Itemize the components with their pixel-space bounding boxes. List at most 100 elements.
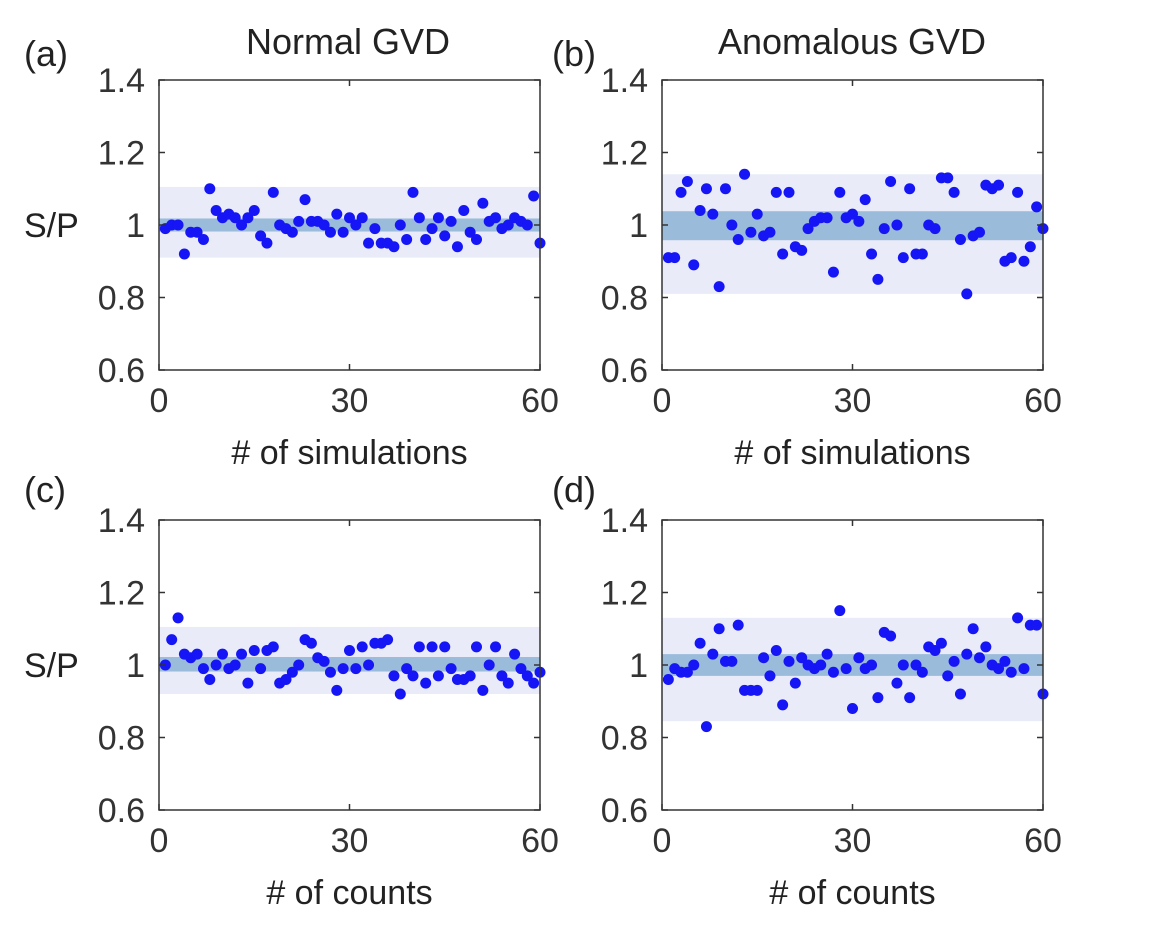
data-point [707,208,719,220]
data-point [847,208,858,220]
data-point [439,641,451,653]
data-point [789,677,801,689]
data-point [363,237,375,249]
data-point [369,223,381,235]
y-tick-label: 0.8 [601,720,648,758]
data-point [796,652,808,664]
y-tick-label: 0.6 [601,352,648,390]
data-point [669,252,681,264]
data-point [878,223,890,235]
data-point [777,699,789,711]
points-c [159,612,546,700]
data-point [229,659,241,671]
data-point [961,648,973,660]
data-point [445,663,457,675]
x-tick-label: 0 [150,382,169,420]
data-point [401,234,413,245]
x-tick-label: 60 [1024,822,1062,860]
data-point [439,230,451,242]
data-point [916,666,928,678]
data-point [891,219,903,231]
data-point [777,248,789,260]
points-d [662,605,1049,733]
data-point [521,670,533,682]
data-point [745,226,757,238]
data-point [758,652,770,664]
x-ticks-c: 0 30 60 [150,822,559,860]
data-point [401,663,413,675]
inner-band-a [159,218,540,232]
data-point [764,226,776,238]
data-point [834,605,846,617]
data-point [483,659,495,671]
x-ticks-d: 0 30 60 [653,822,1062,860]
data-point [885,630,897,642]
data-point [344,645,355,656]
data-point [815,659,827,671]
data-point [713,281,725,293]
data-point [324,226,336,238]
data-point [872,692,884,704]
x-axis-label-c: # of counts [266,874,432,912]
panel-a: (a) 0.6 0.8 1 1.2 1.4 0 30 60 # of simul… [24,33,559,472]
data-point [1018,255,1030,267]
data-point [707,648,719,660]
data-point [688,659,700,671]
data-point [159,659,171,671]
panel-b: (b) 0.6 0.8 1 1.2 1.4 0 30 60 # of simul… [552,33,1062,472]
data-point [261,237,273,249]
data-point [344,212,355,224]
data-point [834,186,846,198]
data-point [783,655,795,667]
data-point [477,197,489,209]
y-tick-label: 1.4 [601,62,648,100]
y-tick-label: 1 [126,647,145,685]
column-title-anomalous: Anomalous GVD [718,21,986,62]
data-point [350,219,362,231]
points-b [662,168,1049,300]
data-point [980,641,992,653]
data-point [267,186,279,198]
data-point [974,226,985,238]
data-point [471,641,482,653]
data-point [490,212,502,224]
data-point [929,645,941,656]
data-point [1018,663,1030,675]
data-point [515,663,527,675]
data-point [897,252,909,264]
data-point [267,641,279,653]
y-tick-label: 1 [629,647,648,685]
data-point [178,248,190,260]
y-axis-label-c: S/P [24,647,79,685]
data-point [827,266,839,278]
data-point [916,248,928,260]
y-tick-label: 1 [126,207,145,245]
data-point [204,674,216,685]
data-point [961,288,973,300]
data-point [331,684,343,696]
y-tick-label: 0.8 [601,280,648,318]
data-point [821,212,833,224]
data-point [242,212,254,224]
panel-label-b: (b) [552,33,596,74]
data-point [885,176,897,187]
data-point [783,186,795,198]
data-point [764,670,776,682]
data-point [521,219,533,231]
data-point [509,648,521,660]
y-tick-label: 0.6 [98,352,145,390]
y-tick-label: 1.4 [98,502,145,540]
x-tick-label: 30 [834,382,872,420]
data-point [827,666,839,678]
y-tick-label: 1.2 [98,135,145,173]
data-point [694,205,706,216]
data-point [210,205,222,216]
data-point [1024,241,1036,253]
x-ticks-b: 0 30 60 [653,382,1062,420]
data-point [426,641,438,653]
data-point [394,219,406,231]
panel-label-d: (d) [552,469,596,510]
y-tick-label: 1.2 [98,575,145,613]
data-point [954,688,966,700]
data-point [407,670,419,682]
